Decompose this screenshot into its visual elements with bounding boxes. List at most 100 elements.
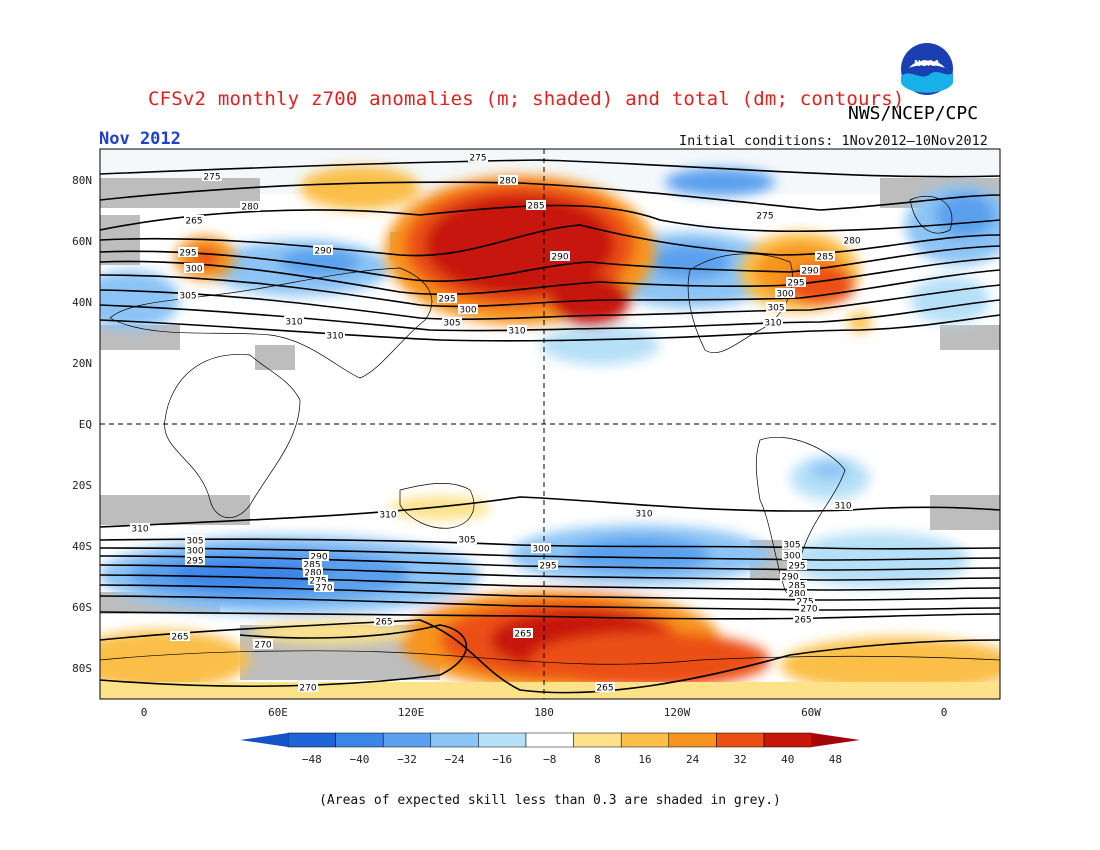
svg-text:295: 295 (539, 562, 556, 572)
svg-text:300: 300 (783, 552, 800, 562)
contour-label: 310 (378, 509, 398, 521)
colorbar-box (430, 732, 479, 748)
svg-text:305: 305 (783, 541, 800, 551)
lat-label: 40N (72, 296, 92, 309)
contour-label: 300 (782, 550, 802, 562)
contour-label: 310 (325, 330, 345, 342)
colorbar-box (525, 732, 574, 748)
svg-text:265: 265 (375, 618, 392, 628)
svg-text:300: 300 (185, 265, 202, 275)
svg-text:275: 275 (756, 212, 773, 222)
svg-text:265: 265 (171, 633, 188, 643)
svg-text:300: 300 (776, 290, 793, 300)
contour-label: 275 (755, 210, 775, 222)
colorbar-tick-label: −24 (445, 753, 465, 766)
contour-label: 300 (458, 304, 478, 316)
lat-label: 80S (72, 662, 92, 675)
contour-label: 285 (526, 200, 546, 212)
svg-text:305: 305 (767, 304, 784, 314)
contour-label: 290 (550, 251, 570, 263)
svg-text:310: 310 (635, 510, 652, 520)
svg-text:290: 290 (310, 553, 327, 563)
colorbar-tick-label: 40 (781, 753, 794, 766)
contour-label: 275 (308, 575, 328, 587)
svg-text:265: 265 (185, 217, 202, 227)
svg-text:285: 285 (788, 582, 805, 592)
chart-title: CFSv2 monthly z700 anomalies (m; shaded)… (148, 88, 905, 110)
contour-label: 310 (284, 316, 304, 328)
contour-label: 295 (538, 560, 558, 572)
svg-text:290: 290 (801, 267, 818, 277)
colorbar-tick-label: −8 (543, 753, 556, 766)
svg-text:265: 265 (596, 684, 613, 694)
logo-text: NOAA (914, 59, 940, 68)
svg-text:295: 295 (788, 562, 805, 572)
contour-label: 305 (782, 539, 802, 551)
svg-text:280: 280 (843, 237, 860, 247)
svg-text:310: 310 (764, 319, 781, 329)
colorbar-tick-label: 24 (686, 753, 700, 766)
contour-label: 270 (298, 682, 318, 694)
contour-label: 275 (795, 596, 815, 608)
contour-label: 270 (314, 582, 334, 594)
contour-label: 265 (184, 215, 204, 227)
contour-label: 310 (634, 508, 654, 520)
svg-text:310: 310 (326, 332, 343, 342)
lon-label: 120E (398, 706, 425, 719)
contour-label: 305 (178, 290, 198, 302)
colorbar-tick-label: −32 (397, 753, 417, 766)
svg-text:285: 285 (527, 202, 544, 212)
svg-text:305: 305 (458, 536, 475, 546)
lon-label: 180 (534, 706, 554, 719)
contour-label: 285 (815, 251, 835, 263)
svg-text:270: 270 (254, 641, 271, 651)
contour-label: 265 (793, 614, 813, 626)
svg-text:275: 275 (203, 173, 220, 183)
contour-label: 300 (775, 288, 795, 300)
contour-label: 280 (240, 201, 260, 213)
svg-text:280: 280 (499, 177, 516, 187)
svg-text:310: 310 (379, 511, 396, 521)
contour-label: 265 (513, 628, 533, 640)
lon-label: 60W (801, 706, 821, 719)
contour-label: 310 (833, 500, 853, 512)
colorbar-box (668, 732, 717, 748)
colorbar-tick-label: −40 (349, 753, 369, 766)
contour-label: 295 (437, 293, 457, 305)
contour-label: 305 (766, 302, 786, 314)
contour-label: 300 (184, 263, 204, 275)
colorbar-tick-label: 8 (594, 753, 601, 766)
svg-text:305: 305 (443, 319, 460, 329)
svg-text:265: 265 (794, 616, 811, 626)
contour-label: 310 (763, 317, 783, 329)
svg-text:300: 300 (186, 547, 203, 557)
svg-text:265: 265 (514, 630, 531, 640)
svg-text:275: 275 (309, 577, 326, 587)
contour-label: 295 (786, 277, 806, 289)
contour-label: 295 (178, 247, 198, 259)
contour-label: 305 (457, 534, 477, 546)
footnote: (Areas of expected skill less than 0.3 a… (319, 793, 781, 808)
colorbar-box (478, 732, 527, 748)
contour-label: 280 (787, 588, 807, 600)
contour-label: 290 (780, 571, 800, 583)
agency-label: NWS/NCEP/CPC (848, 103, 979, 124)
svg-text:295: 295 (787, 279, 804, 289)
colorbar-box (287, 732, 336, 748)
lat-label: 60N (72, 235, 92, 248)
contour-label: 295 (787, 560, 807, 572)
lon-label: 0 (141, 706, 148, 719)
contour-label: 305 (185, 535, 205, 547)
svg-text:310: 310 (131, 525, 148, 535)
colorbar-tick-label: 16 (638, 753, 651, 766)
lat-label: 20N (72, 357, 92, 370)
colorbar-box (335, 732, 384, 748)
anomaly-shading (100, 149, 1000, 699)
svg-text:295: 295 (179, 249, 196, 259)
colorbar-high-arrow (812, 733, 860, 747)
svg-text:270: 270 (800, 605, 817, 615)
lon-label: 60E (268, 706, 288, 719)
colorbar-tick-label: −48 (302, 753, 322, 766)
